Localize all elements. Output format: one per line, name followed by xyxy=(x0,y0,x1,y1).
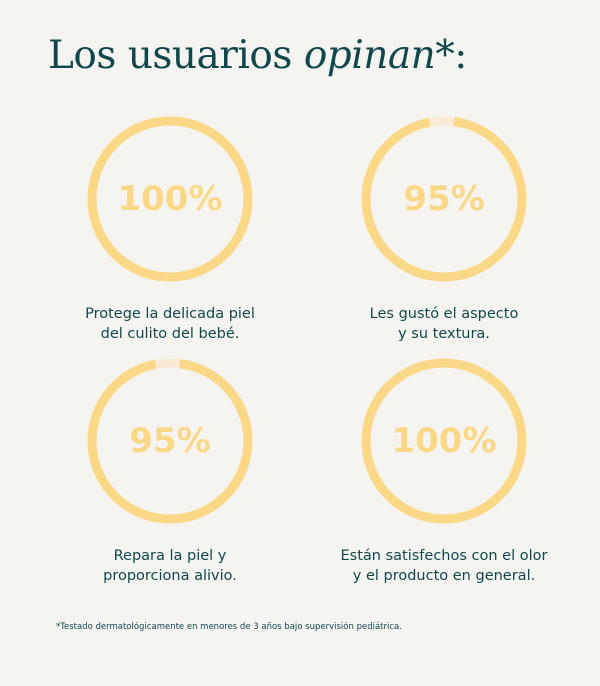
stat-caption-line: Repara la piel y xyxy=(113,548,227,564)
progress-ring-fill xyxy=(87,116,253,282)
stat-caption-line: Les gustó el aspecto xyxy=(369,306,519,322)
percentage-label: 100% xyxy=(117,179,222,219)
progress-ring-fill xyxy=(87,358,253,524)
stat-caption-line: y el producto en general. xyxy=(352,568,536,584)
title-suffix: *: xyxy=(435,33,467,78)
stat-caption-line: Están satisfechos con el olor xyxy=(340,548,548,564)
progress-ring: 100% xyxy=(361,358,527,524)
stat-caption: Protege la delicada piel del culito del … xyxy=(40,304,300,344)
progress-ring: 95% xyxy=(361,116,527,282)
stat-card: 100% Protege la delicada piel del culito… xyxy=(40,114,300,344)
stat-card: 95% Repara la piel y proporciona alivio. xyxy=(40,356,300,586)
page-title: Los usuarios opinan*: xyxy=(48,30,467,82)
percentage-label: 95% xyxy=(403,179,484,219)
stat-card: 95% Les gustó el aspecto y su textura. xyxy=(314,114,574,344)
footnote: *Testado dermatológicamente en menores d… xyxy=(56,622,402,632)
progress-ring-fill xyxy=(361,116,527,282)
title-emphasis: opinan xyxy=(303,33,436,78)
percentage-label: 100% xyxy=(391,421,496,461)
progress-ring: 100% xyxy=(87,116,253,282)
stat-caption-line: y su textura. xyxy=(398,326,490,342)
percentage-label: 95% xyxy=(129,421,210,461)
progress-ring-fill xyxy=(361,358,527,524)
stat-caption: Están satisfechos con el olor y el produ… xyxy=(314,546,574,586)
stat-caption-line: proporciona alivio. xyxy=(103,568,237,584)
stat-caption-line: del culito del bebé. xyxy=(100,326,240,342)
stat-card: 100% Están satisfechos con el olor y el … xyxy=(314,356,574,586)
stat-caption-line: Protege la delicada piel xyxy=(85,306,255,322)
title-main: Los usuarios xyxy=(48,33,304,78)
stat-caption: Repara la piel y proporciona alivio. xyxy=(40,546,300,586)
progress-ring: 95% xyxy=(87,358,253,524)
stat-caption: Les gustó el aspecto y su textura. xyxy=(314,304,574,344)
